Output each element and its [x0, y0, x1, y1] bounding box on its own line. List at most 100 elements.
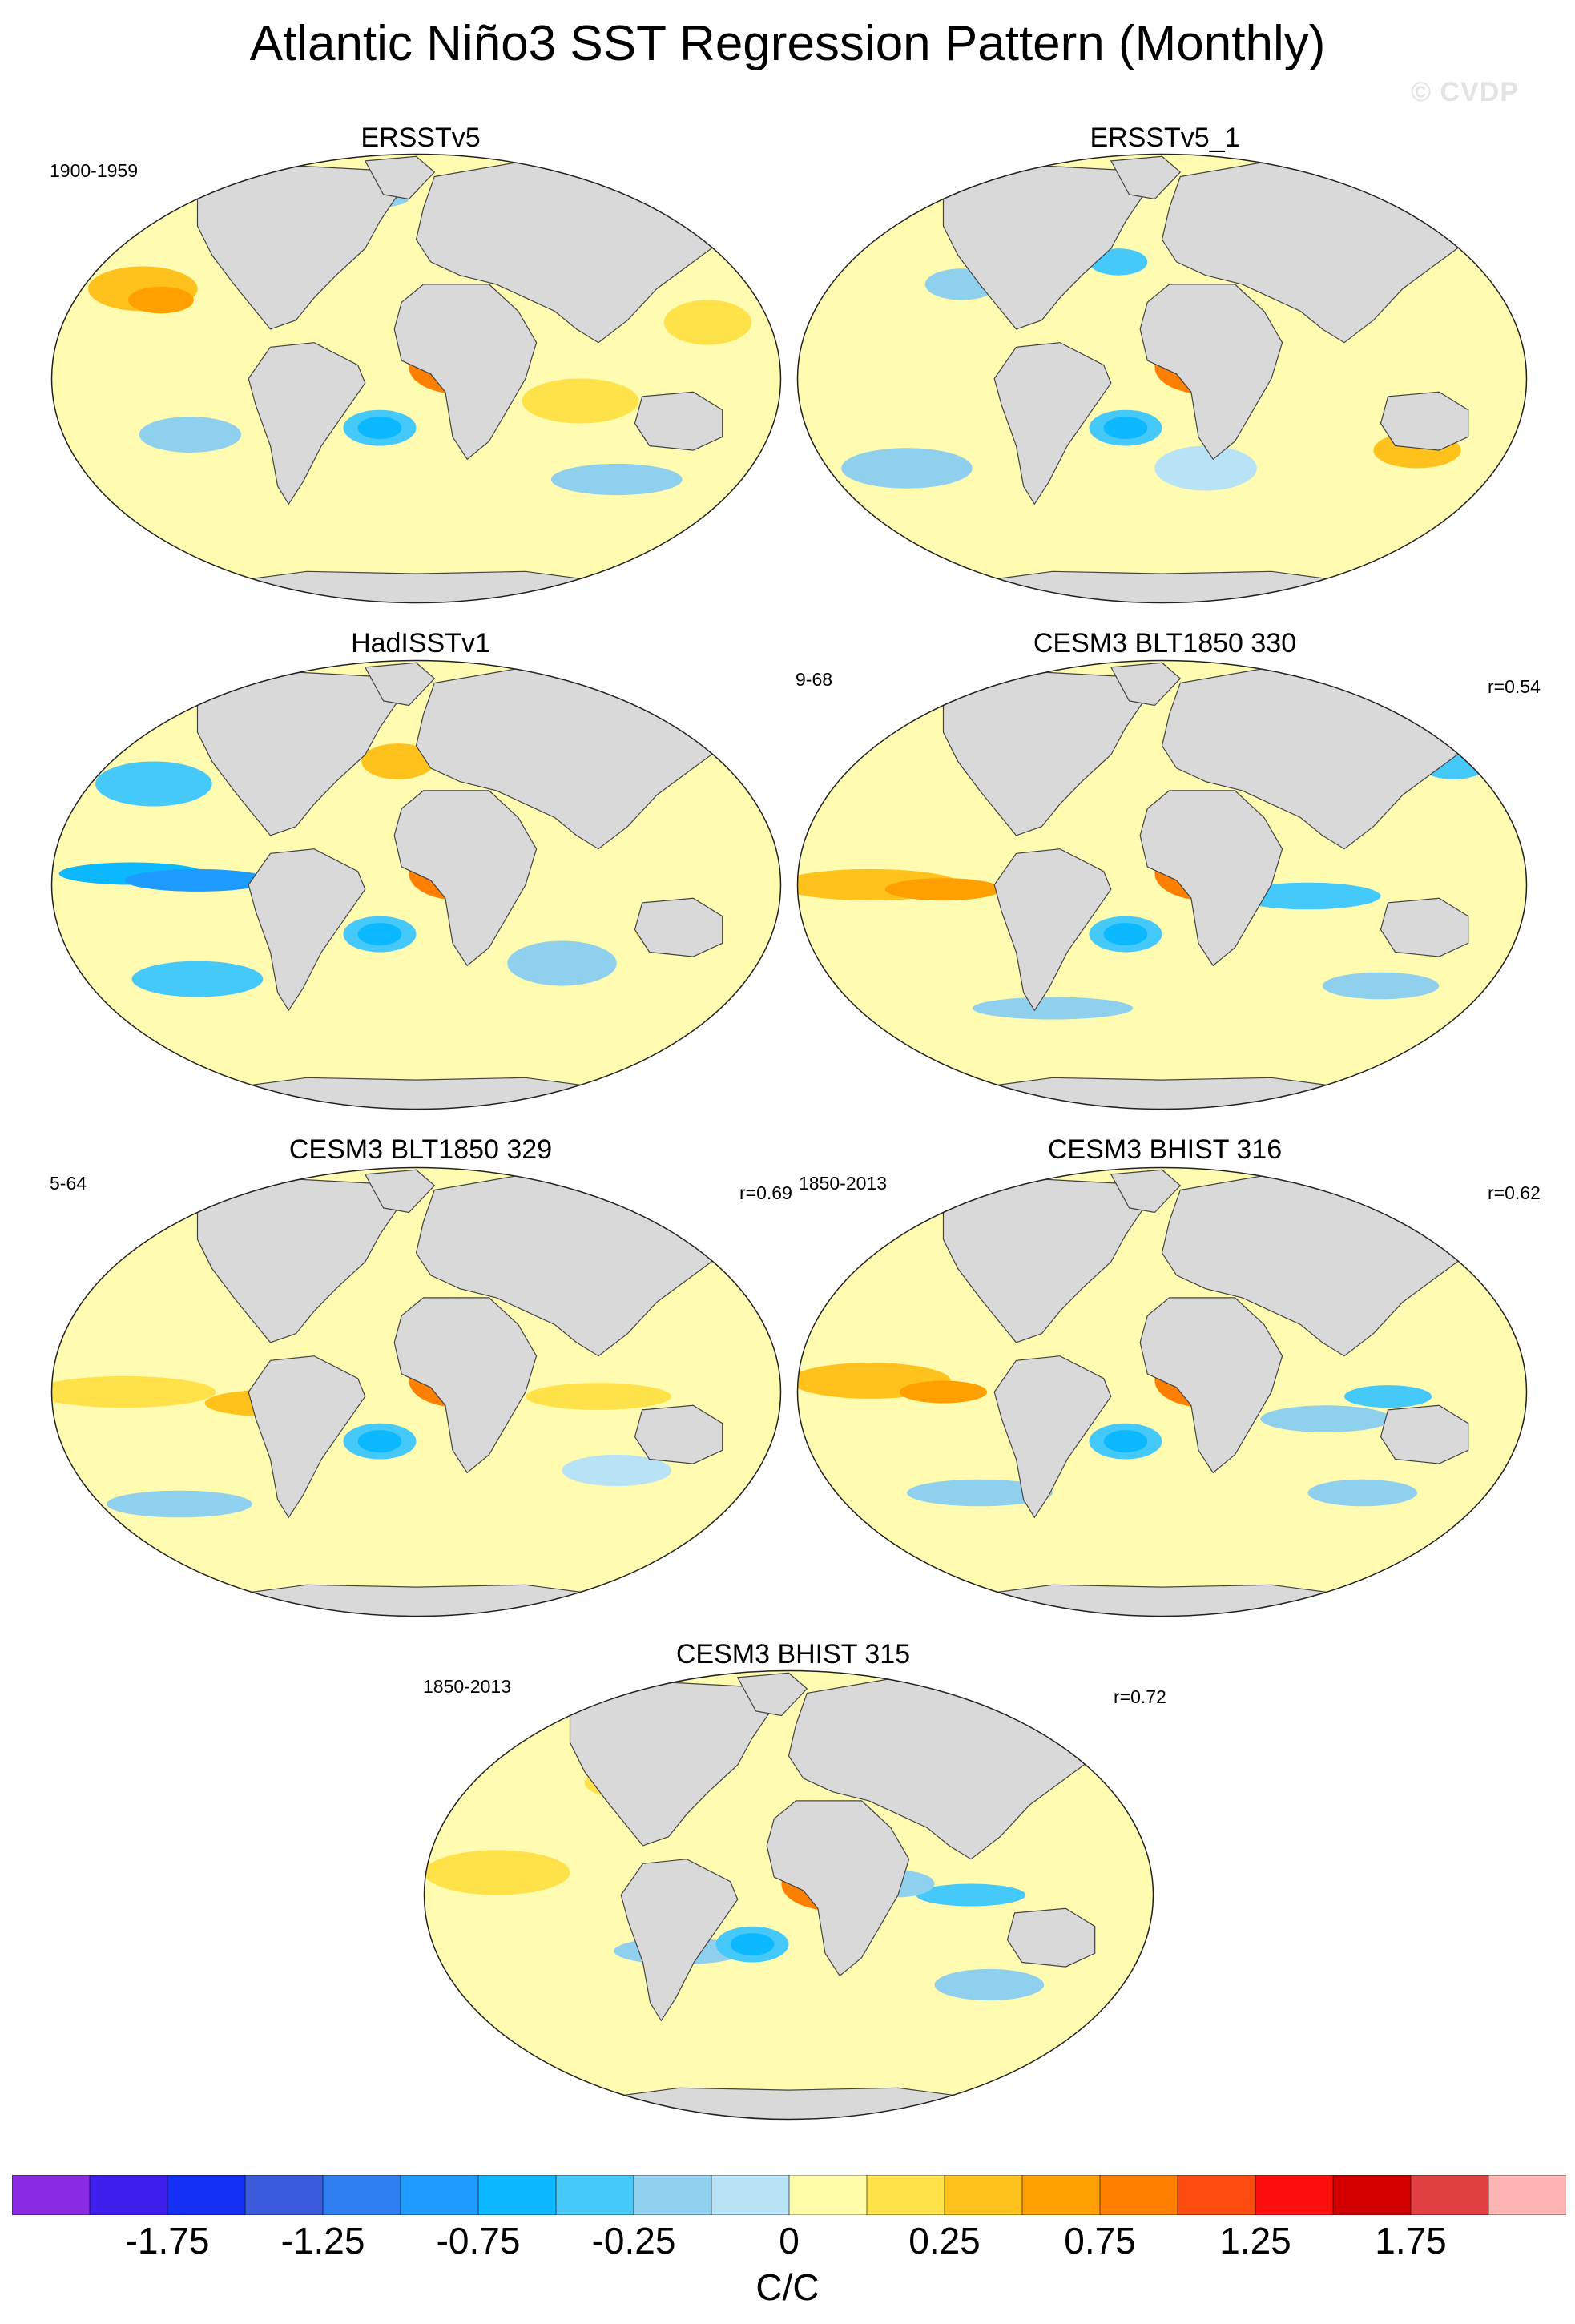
sst-anomaly-region — [1344, 1385, 1432, 1408]
sst-anomaly-region — [139, 417, 242, 453]
landmass-africa — [1139, 790, 1283, 967]
colorbar-swatch — [89, 2175, 168, 2215]
colorbar-swatch — [400, 2175, 479, 2215]
colorbar-swatch — [1332, 2175, 1412, 2215]
colorbar-swatch — [1255, 2175, 1334, 2215]
map-border — [50, 1166, 782, 1617]
map-panel-cesm3-bhist-316 — [796, 1166, 1528, 1617]
landmass-australia — [1380, 391, 1469, 451]
landmass-antarctica — [577, 2087, 1001, 2120]
colorbar-swatch — [477, 2175, 557, 2215]
sst-anomaly-region — [95, 761, 212, 807]
panel-title-ersstv5: ERSSTv5 — [361, 123, 481, 153]
sst-anomaly-region — [357, 923, 402, 946]
colorbar-units: C/C — [755, 2266, 820, 2308]
sst-anomaly-region — [730, 1933, 775, 1956]
colorbar-swatch — [866, 2175, 945, 2215]
landmass-africa — [393, 790, 538, 967]
map-panel-cesm3-blt1850-330 — [796, 659, 1528, 1110]
landmass-antarctica — [204, 1584, 628, 1617]
landmass-antarctica — [950, 570, 1374, 603]
map-border — [50, 153, 782, 604]
sst-anomaly-region — [361, 743, 435, 779]
landmass-greenland — [1110, 662, 1182, 707]
map-border — [796, 1166, 1528, 1617]
sst-anomaly-region — [1103, 923, 1148, 946]
landmass-australia — [634, 897, 723, 957]
colorbar-swatch — [1488, 2175, 1566, 2215]
colorbar-tick-label: -0.25 — [591, 2220, 676, 2262]
sst-anomaly-region — [1260, 1405, 1392, 1432]
panel-right-note: r=0.69 — [739, 1182, 792, 1203]
map-panel-ersstv5 — [50, 153, 782, 604]
colorbar — [12, 2175, 1566, 2215]
landmass-africa — [393, 284, 538, 461]
colorbar-swatch — [788, 2175, 868, 2215]
map-panel-cesm3-bhist-315 — [423, 1669, 1154, 2121]
colorbar-tick-label: 0.25 — [908, 2220, 981, 2262]
colorbar-swatch — [1021, 2175, 1101, 2215]
sst-anomaly-region — [972, 997, 1134, 1020]
sst-anomaly-region — [507, 940, 617, 986]
landmass-antarctica — [204, 570, 628, 603]
colorbar-swatch — [244, 2175, 324, 2215]
colorbar-tick-label: 1.75 — [1375, 2220, 1447, 2262]
sst-anomaly-region — [424, 1850, 570, 1895]
sst-anomaly-region — [357, 417, 402, 440]
panel-title-ersstv5-1: ERSSTv5_1 — [1090, 123, 1240, 153]
colorbar-tick-label: 1.25 — [1219, 2220, 1291, 2262]
colorbar-swatch — [944, 2175, 1023, 2215]
sst-anomaly-region — [131, 961, 264, 997]
colorbar-swatch — [322, 2175, 401, 2215]
colorbar-tick-label: -0.75 — [436, 2220, 521, 2262]
landmass-greenland — [364, 155, 436, 200]
map-panel-cesm3-blt1850-329 — [50, 1166, 782, 1617]
landmass-africa — [1139, 284, 1283, 461]
colorbar-swatch — [167, 2175, 246, 2215]
panel-left-note: 1850-2013 — [799, 1173, 887, 1194]
landmass-africa — [393, 1297, 538, 1474]
landmass-greenland — [1110, 155, 1182, 200]
map-border — [796, 659, 1528, 1110]
sst-anomaly-region — [1322, 972, 1440, 1000]
panel-left-note: 9-68 — [796, 669, 833, 690]
colorbar-swatch — [12, 2175, 91, 2215]
figure-title: Atlantic Niño3 SST Regression Pattern (M… — [249, 16, 1326, 71]
panel-right-note: r=0.72 — [1114, 1686, 1166, 1707]
map-panel-hadisstv1 — [50, 659, 782, 1110]
landmass-australia — [634, 391, 723, 451]
sst-anomaly-region — [1103, 417, 1148, 440]
sst-anomaly-region — [124, 868, 271, 892]
sst-anomaly-region — [550, 463, 683, 496]
landmass-greenland — [736, 1672, 808, 1717]
sst-anomaly-region — [884, 878, 1002, 901]
sst-anomaly-region — [934, 1968, 1045, 2001]
sst-anomaly-region — [128, 286, 194, 314]
panel-title-hadisstv1: HadISSTv1 — [351, 628, 490, 659]
landmass-australia — [634, 1404, 723, 1464]
landmass-antarctica — [204, 1077, 628, 1110]
landmass-south-america — [620, 1859, 739, 2022]
sst-anomaly-region — [1103, 1430, 1148, 1453]
sst-anomaly-region — [1307, 1479, 1418, 1507]
landmass-australia — [1006, 1907, 1096, 1968]
panel-right-note: r=0.54 — [1488, 676, 1541, 697]
landmass-south-america — [248, 848, 366, 1012]
sst-anomaly-region — [841, 448, 973, 489]
landmass-south-america — [248, 1355, 366, 1519]
colorbar-swatch — [711, 2175, 790, 2215]
colorbar-tick-label: -1.75 — [125, 2220, 210, 2262]
panel-title-cesm3-bhist-316: CESM3 BHIST 316 — [1047, 1134, 1283, 1165]
panel-title-cesm3-blt1850-330: CESM3 BLT1850 330 — [1033, 628, 1297, 659]
sst-anomaly-region — [663, 300, 752, 345]
sst-anomaly-region — [916, 1883, 1026, 1907]
landmass-australia — [1380, 897, 1469, 957]
sst-anomaly-region — [522, 378, 639, 424]
landmass-africa — [1139, 1297, 1283, 1474]
sst-anomaly-region — [907, 1479, 1053, 1507]
sst-anomaly-region — [1235, 882, 1381, 910]
landmass-greenland — [364, 662, 436, 707]
sst-anomaly-region — [526, 1383, 671, 1410]
panel-title-cesm3-bhist-315: CESM3 BHIST 315 — [675, 1639, 911, 1669]
landmass-greenland — [364, 1169, 436, 1214]
